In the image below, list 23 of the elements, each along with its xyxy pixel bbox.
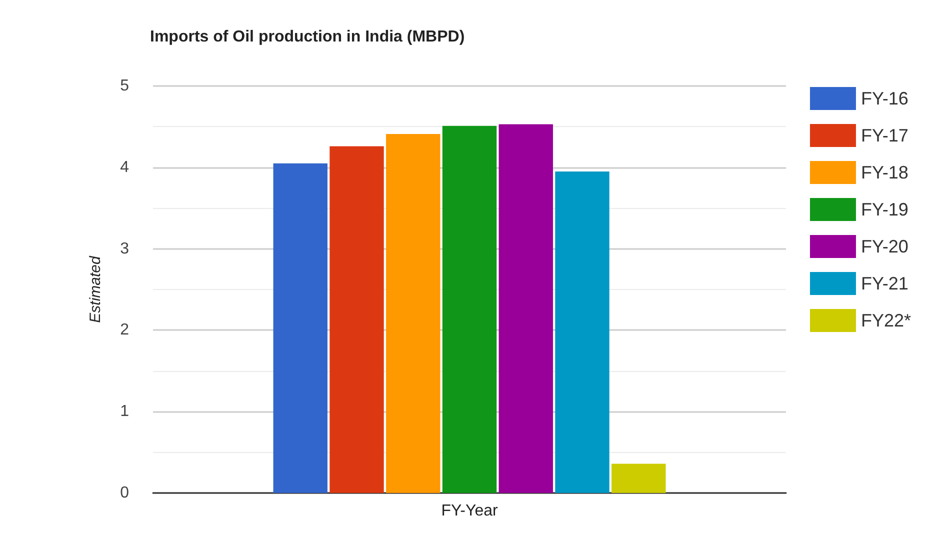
bar [555, 171, 610, 493]
bar [273, 163, 328, 493]
y-tick-label: 3 [120, 240, 130, 258]
y-tick-label: 0 [120, 484, 130, 502]
bar [498, 124, 553, 493]
y-tick-label: 5 [120, 78, 130, 94]
y-tick-label: 2 [120, 322, 130, 339]
chart-title: Imports of Oil production in India (MBPD) [150, 28, 465, 46]
x-tick-label: FY-Year [441, 502, 498, 520]
y-tick-label: 1 [120, 403, 130, 420]
legend-label: FY-19 [860, 200, 908, 220]
legend-label: FY-17 [860, 126, 908, 146]
bar [386, 134, 440, 493]
y-axis-title: Estimated [87, 256, 104, 323]
legend-label: FY-20 [860, 236, 908, 256]
legend-label: FY-16 [860, 88, 908, 108]
legend-label: FY-18 [860, 162, 908, 182]
bar [612, 464, 666, 493]
y-tick-label: 4 [120, 158, 130, 176]
bar [330, 146, 384, 493]
legend-label: FY-21 [860, 274, 908, 294]
bar [442, 126, 497, 493]
legend-label: FY22* [860, 310, 912, 330]
